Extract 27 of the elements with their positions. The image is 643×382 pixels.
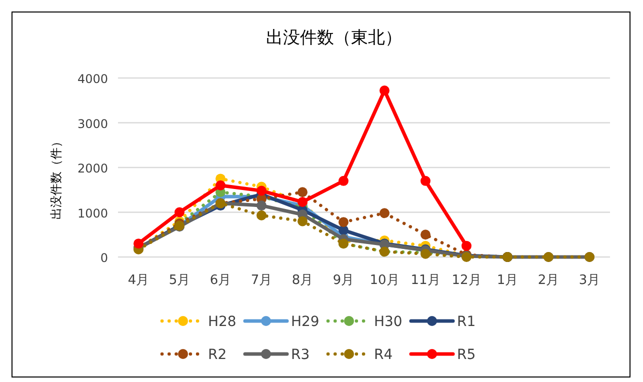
x-tick-label: 12月 [452, 273, 482, 288]
chart-title: 出没件数（東北） [266, 28, 402, 48]
y-axis-title: 出没件数（件） [49, 136, 63, 220]
legend-label: H29 [291, 314, 320, 330]
legend-label: H28 [208, 314, 236, 330]
x-tick-label: 9月 [332, 273, 354, 288]
legend-label: R3 [291, 347, 310, 363]
legend-label: H30 [374, 314, 402, 330]
y-tick-label: 1000 [77, 206, 108, 220]
x-tick-label: 10月 [370, 273, 400, 288]
y-tick-label: 0 [100, 251, 108, 265]
x-tick-label: 3月 [578, 273, 600, 288]
x-tick-label: 7月 [250, 273, 272, 288]
legend-label: R4 [374, 347, 393, 363]
x-tick-label: 4月 [128, 273, 150, 288]
legend-label: R2 [208, 347, 227, 363]
legend-label: R1 [457, 314, 476, 330]
legend-label: R5 [457, 347, 476, 363]
x-tick-label: 5月 [168, 273, 190, 288]
y-tick-label: 3000 [77, 116, 108, 131]
x-tick-label: 2月 [538, 273, 560, 288]
x-tick-label: 11月 [410, 273, 440, 288]
x-tick-label: 6月 [210, 273, 232, 288]
y-tick-label: 4000 [77, 72, 108, 86]
x-tick-label: 1月 [496, 273, 518, 288]
y-tick-label: 2000 [77, 162, 108, 176]
x-tick-label: 8月 [292, 273, 314, 288]
